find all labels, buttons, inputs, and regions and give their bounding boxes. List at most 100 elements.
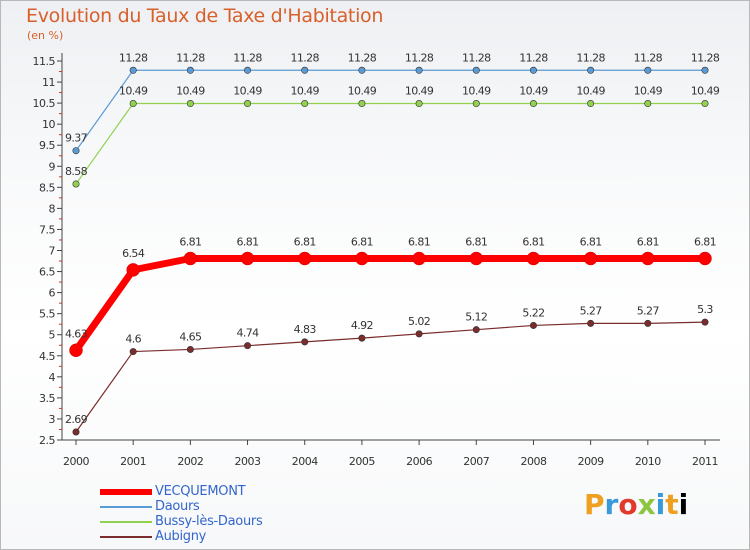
x-tick-label: 2002 [177, 455, 203, 468]
logo-letter: o [618, 488, 638, 521]
data-point [644, 319, 652, 327]
x-tick-label: 2003 [235, 455, 261, 468]
logo-letter: t [665, 488, 679, 521]
chart-title: Evolution du Taux de Taxe d'Habitation [26, 5, 384, 27]
y-tick-label: 6 [49, 287, 56, 300]
data-point [240, 251, 255, 266]
data-label: 11.28 [519, 51, 548, 64]
legend-label-vecquemont: VECQUEMONT [155, 484, 246, 499]
y-tick-label: 6.5 [39, 266, 55, 279]
data-point [583, 251, 598, 266]
data-point [244, 66, 252, 74]
data-point [358, 66, 366, 74]
series-line-0 [73, 255, 705, 353]
data-point [415, 100, 423, 108]
x-tick-label: 2004 [292, 455, 318, 468]
y-tick-label: 7 [49, 245, 56, 258]
y-tick-label: 5.5 [39, 308, 55, 321]
data-point [301, 338, 309, 346]
x-tick-label: 2005 [349, 455, 375, 468]
y-tick-label: 9 [49, 160, 56, 173]
data-point [244, 342, 252, 350]
legend-swatch-bussy [100, 521, 152, 523]
data-point [186, 100, 194, 108]
data-label: 10.49 [290, 85, 319, 98]
data-label: 10.49 [462, 85, 491, 98]
y-tick-label: 8 [49, 202, 56, 215]
data-point [129, 66, 137, 74]
data-point [587, 66, 595, 74]
logo-letter: i [655, 488, 666, 521]
data-point [183, 251, 198, 266]
data-point [701, 66, 709, 74]
data-point [472, 100, 480, 108]
series-line-1 [75, 69, 705, 152]
x-tick-label: 2009 [578, 455, 604, 468]
data-label: 6.81 [637, 236, 659, 249]
data-point [72, 147, 80, 155]
y-tick-label: 4 [49, 371, 56, 384]
logo-letter: P [584, 488, 605, 521]
legend-label-aubigny: Aubigny [155, 529, 207, 544]
data-point [358, 100, 366, 108]
data-label: 11.28 [634, 51, 663, 64]
data-label: 11.28 [691, 51, 720, 64]
legend-item-aubigny: Aubigny [100, 530, 340, 544]
data-point [526, 251, 541, 266]
logo-letter: x [637, 488, 656, 521]
data-label: 10.49 [576, 85, 605, 98]
data-label: 4.63 [65, 327, 88, 340]
data-point [415, 330, 423, 338]
legend-item-vecquemont: VECQUEMONT [100, 485, 340, 499]
data-label: 5.02 [408, 315, 430, 328]
data-point [69, 343, 83, 358]
data-label: 6.81 [408, 236, 430, 249]
data-point [412, 251, 426, 266]
x-tick-label: 2001 [120, 455, 146, 468]
x-tick-label: 2006 [406, 455, 432, 468]
y-tick-label: 11 [42, 76, 55, 89]
logo-letter: r [604, 488, 619, 521]
data-label: 6.81 [236, 236, 258, 249]
data-label: 11.28 [576, 51, 605, 64]
data-label: 10.49 [691, 85, 720, 98]
data-label: 10.49 [405, 85, 434, 98]
legend-label-bussy: Bussy-lès-Daours [155, 514, 263, 529]
data-point [297, 251, 312, 266]
data-point [644, 100, 652, 108]
legend-swatch-aubigny [100, 536, 152, 538]
data-label: 4.83 [294, 323, 317, 336]
data-point [587, 319, 595, 327]
proxiti-logo: Proxiti [584, 488, 688, 521]
data-label: 10.49 [233, 85, 262, 98]
data-label: 6.81 [179, 236, 201, 249]
data-label: 5.27 [637, 304, 660, 317]
data-label: 11.28 [119, 51, 148, 64]
data-point [469, 251, 484, 266]
legend-swatch-daours [100, 506, 152, 508]
data-label: 4.6 [125, 333, 141, 346]
data-label: 10.49 [119, 85, 148, 98]
data-point [301, 66, 309, 74]
data-point [358, 334, 366, 342]
chart-subtitle: (en %) [27, 29, 64, 42]
data-point [415, 66, 423, 74]
data-point [301, 100, 309, 108]
data-point [701, 100, 709, 108]
data-label: 6.81 [351, 236, 373, 249]
data-point [129, 100, 137, 108]
y-tick-label: 10 [42, 118, 55, 131]
data-point [72, 180, 80, 188]
data-point [529, 66, 537, 74]
data-point [587, 100, 595, 108]
data-label: 11.28 [462, 51, 491, 64]
y-tick-label: 11.5 [33, 55, 56, 68]
data-point [355, 251, 369, 266]
legend-label-daours: Daours [155, 499, 200, 514]
y-tick-label: 2.5 [39, 434, 55, 447]
x-tick-label: 2011 [692, 455, 718, 468]
logo-letter: i [678, 488, 689, 521]
data-point [126, 263, 140, 277]
